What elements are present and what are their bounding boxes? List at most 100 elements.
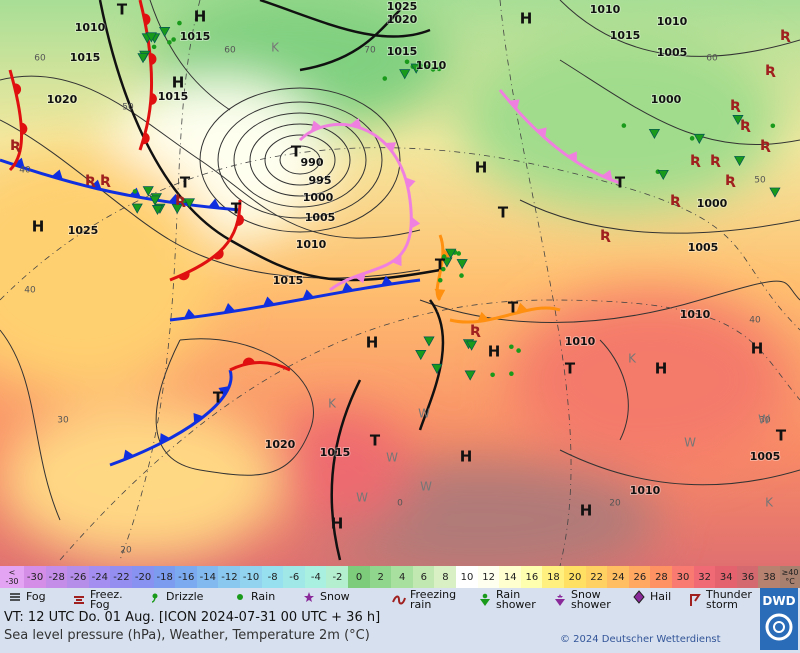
pressure-center: T <box>565 360 576 378</box>
legend-item: Snow shower <box>553 589 617 610</box>
legend-item: Rain shower <box>478 589 542 610</box>
legend-icon <box>555 594 565 606</box>
rain-symbol <box>436 66 442 72</box>
shower-symbol <box>149 195 161 206</box>
occluded-front-symbol <box>405 177 416 190</box>
pressure-label: 1005 <box>305 211 336 224</box>
legend-cell: 30 <box>672 566 695 588</box>
shower-symbol <box>183 198 195 209</box>
legend-cell: 24 <box>607 566 630 588</box>
legend-label: ≥40 <box>781 568 799 577</box>
grid-label: 30 <box>57 416 69 426</box>
pressure-center: H <box>751 340 764 358</box>
legend-cell: 28 <box>650 566 673 588</box>
pressure-center: H <box>194 8 207 26</box>
pressure-label: 1015 <box>180 30 211 43</box>
shower-symbol <box>657 169 669 181</box>
rain-symbol <box>516 348 521 353</box>
pressure-label: 1010 <box>565 335 596 348</box>
legend-icon <box>151 593 158 603</box>
pressure-center: W <box>386 451 398 465</box>
warm-front-symbol <box>236 214 244 226</box>
thunderstorm-symbol: Ʀ <box>780 28 791 44</box>
pressure-center: W <box>758 413 770 427</box>
legend-cell: -16 <box>175 566 198 588</box>
shower-symbol <box>415 350 427 361</box>
pressure-center: H <box>366 334 379 352</box>
rain-symbol <box>689 136 695 141</box>
cold-front-symbol <box>123 449 135 461</box>
temperature-legend: < -30 -30 -28 -26 -24 -22 -20 -18 -16 -14 -12 -10 -8-… <box>0 566 800 588</box>
shower-symbol <box>732 114 744 126</box>
pressure-label: 1020 <box>47 93 78 106</box>
legend-label: -24 <box>91 571 109 583</box>
legend-icon <box>304 592 314 602</box>
legend-label: 28 <box>655 571 668 583</box>
occluded-front-symbol <box>354 272 366 284</box>
legend-label: -26 <box>70 571 87 583</box>
legend-cell: 14 <box>499 566 522 588</box>
warm-front-symbol <box>242 357 255 365</box>
grid-label: 60 <box>224 46 236 56</box>
pressure-center: K <box>765 496 774 510</box>
pressure-center: H <box>460 448 473 466</box>
isobar-bold <box>330 379 362 561</box>
pressure-label: 1010 <box>416 59 447 72</box>
trough-front-symbol <box>477 311 490 322</box>
legend-label: Fog <box>26 590 46 603</box>
isobar <box>155 338 314 476</box>
legend-label: -14 <box>199 571 217 583</box>
occluded-front-symbol <box>508 99 520 110</box>
pressure-label: 1025 <box>68 224 99 237</box>
legend-cell: 18 <box>542 566 565 588</box>
shower-symbol <box>145 32 157 43</box>
rain-symbol <box>440 266 446 272</box>
legend-cell: -6 <box>283 566 306 588</box>
pressure-center: H <box>520 10 533 28</box>
legend-label: -10 <box>242 571 260 583</box>
pressure-label: 1000 <box>697 197 728 210</box>
legend-item: Freezing rain <box>392 589 456 610</box>
pressure-label: 1020 <box>265 438 296 451</box>
legend-label: 18 <box>547 571 560 583</box>
valid-time: VT: 12 UTC Do. 01 Aug. [ICON 2024-07-31 … <box>4 610 381 625</box>
legend-icon <box>690 594 701 606</box>
legend-cell: < -30 <box>0 566 24 588</box>
trough-front-symbol <box>434 288 446 300</box>
pressure-center: H <box>475 159 488 177</box>
meridian <box>499 0 572 566</box>
legend-label: 16 <box>525 571 539 583</box>
cold-front-symbol <box>90 179 102 190</box>
pressure-label: 1015 <box>273 274 304 287</box>
shower-symbol <box>171 203 183 215</box>
pressure-label: 1015 <box>70 51 101 64</box>
pressure-label: 1010 <box>590 3 621 16</box>
occluded-front-symbol <box>410 216 421 229</box>
cold-front-symbol <box>262 296 275 307</box>
shower-symbol <box>431 363 443 375</box>
grid-label: 40 <box>24 286 36 296</box>
rain-symbol <box>404 59 410 65</box>
legend-label: -22 <box>113 571 130 583</box>
legend-label: 26 <box>633 571 647 583</box>
legend-cell: 4 <box>391 566 414 588</box>
weather-legend: Fog Freez. Fog Drizzle Rain Snow Freezing rai… <box>0 588 800 614</box>
isobar <box>149 0 231 111</box>
rain-symbol <box>430 67 436 72</box>
fronts <box>0 0 621 467</box>
isobar <box>419 280 800 323</box>
meridian <box>119 0 201 561</box>
isobar <box>559 0 800 57</box>
pressure-center: W <box>356 491 368 505</box>
pressure-center: T <box>370 432 381 450</box>
warm-front-symbol <box>149 53 157 66</box>
legend-item: Thunder storm <box>688 589 752 610</box>
warm-front-symbol <box>143 13 151 26</box>
pressure-label: 1015 <box>320 446 351 459</box>
legend-label: -2 <box>332 571 343 583</box>
pressure-label: 990 <box>301 156 324 169</box>
legend-label: 0 <box>355 571 363 583</box>
pressure-center: H <box>172 74 185 92</box>
legend-label: 34 <box>719 571 733 583</box>
